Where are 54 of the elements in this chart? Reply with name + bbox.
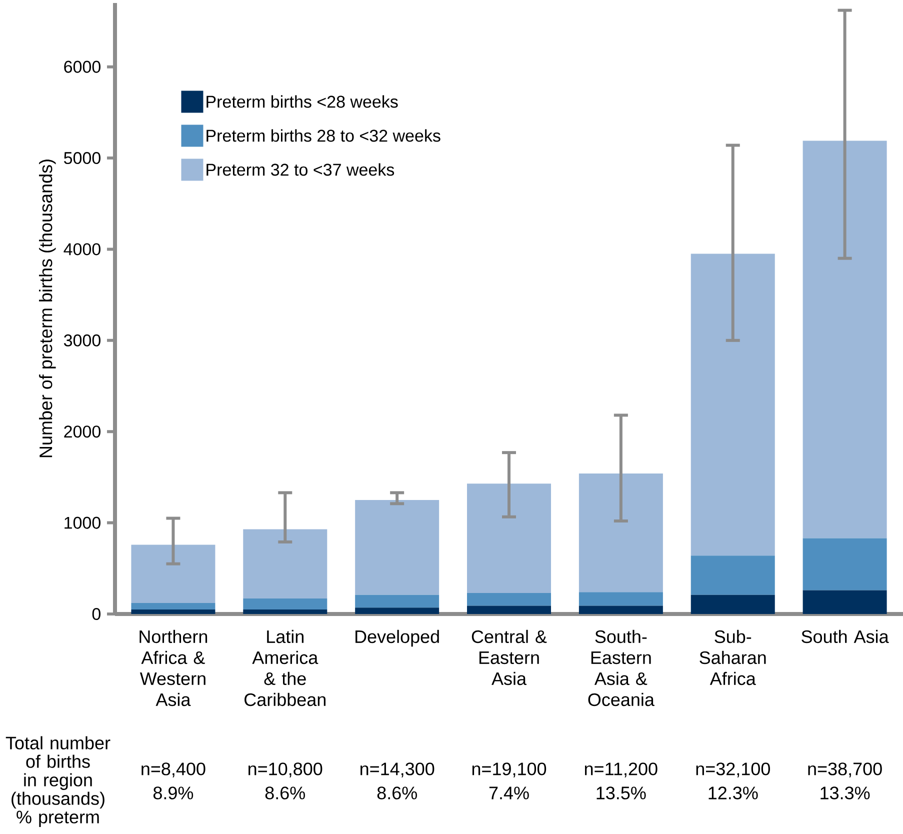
bar — [355, 594, 440, 608]
text: n=8,400 — [142, 762, 206, 778]
text: n=14,300 — [360, 762, 434, 778]
text: n=11,200 — [584, 762, 658, 778]
legend-label: Preterm 32 to <37 weeks — [206, 163, 394, 176]
bar — [578, 592, 663, 606]
x-tick-label: Central & Eastern Asia — [472, 630, 547, 686]
x-tick-label: South Asia — [802, 630, 889, 644]
text: 8.6% — [265, 786, 305, 800]
bar — [578, 474, 663, 592]
bar — [467, 606, 552, 614]
bar — [802, 590, 887, 614]
y-tick-label: 1000 — [64, 516, 100, 529]
bar — [467, 593, 552, 606]
bar — [802, 140, 887, 538]
text: 12.3% — [708, 786, 758, 800]
text: Total number of births in region (thousands) % preterm — [6, 736, 110, 827]
y-tick-label: 0 — [92, 608, 100, 620]
bar — [690, 594, 775, 614]
y-tick-label: 3000 — [64, 334, 100, 346]
text: 13.3% — [820, 786, 870, 800]
bar — [131, 609, 216, 614]
bar — [243, 609, 328, 614]
x-tick-label: South-Eastern Asia & Oceania — [588, 630, 654, 706]
text: n=32,100 — [696, 762, 770, 778]
text: 8.9% — [153, 786, 194, 800]
bar — [802, 538, 887, 590]
y-tick-label: 4000 — [64, 243, 100, 256]
text: 7.4% — [489, 786, 529, 800]
bar — [690, 556, 775, 595]
y-tick-label: 2000 — [64, 426, 100, 438]
text: n=19,100 — [472, 762, 546, 778]
y-tick-label: 6000 — [64, 60, 100, 73]
legend-label: Preterm births 28 to <32 weeks — [206, 129, 440, 142]
x-tick-label: Latin America & the Caribbean — [244, 630, 326, 706]
x-tick-label: Northern Africa & Western Asia — [140, 630, 208, 706]
bar — [243, 598, 328, 610]
bar — [690, 254, 775, 556]
bar — [355, 500, 440, 595]
text: 8.6% — [377, 786, 417, 800]
y-tick-label: 5000 — [64, 152, 100, 164]
text: n=10,800 — [248, 762, 322, 778]
text: 13.5% — [596, 786, 646, 800]
bar — [131, 544, 216, 604]
bar — [467, 484, 552, 594]
bar — [243, 529, 328, 598]
text: n=38,700 — [808, 762, 882, 778]
legend-label: Preterm births <28 weeks — [206, 95, 398, 108]
bar — [355, 608, 440, 614]
bar — [131, 603, 216, 610]
bar — [578, 606, 663, 614]
x-tick-label: Sub-Saharan Africa — [700, 630, 766, 686]
y-axis-title: Number of preterm births (thousands) — [39, 160, 56, 458]
x-tick-label: Developed — [356, 630, 439, 647]
